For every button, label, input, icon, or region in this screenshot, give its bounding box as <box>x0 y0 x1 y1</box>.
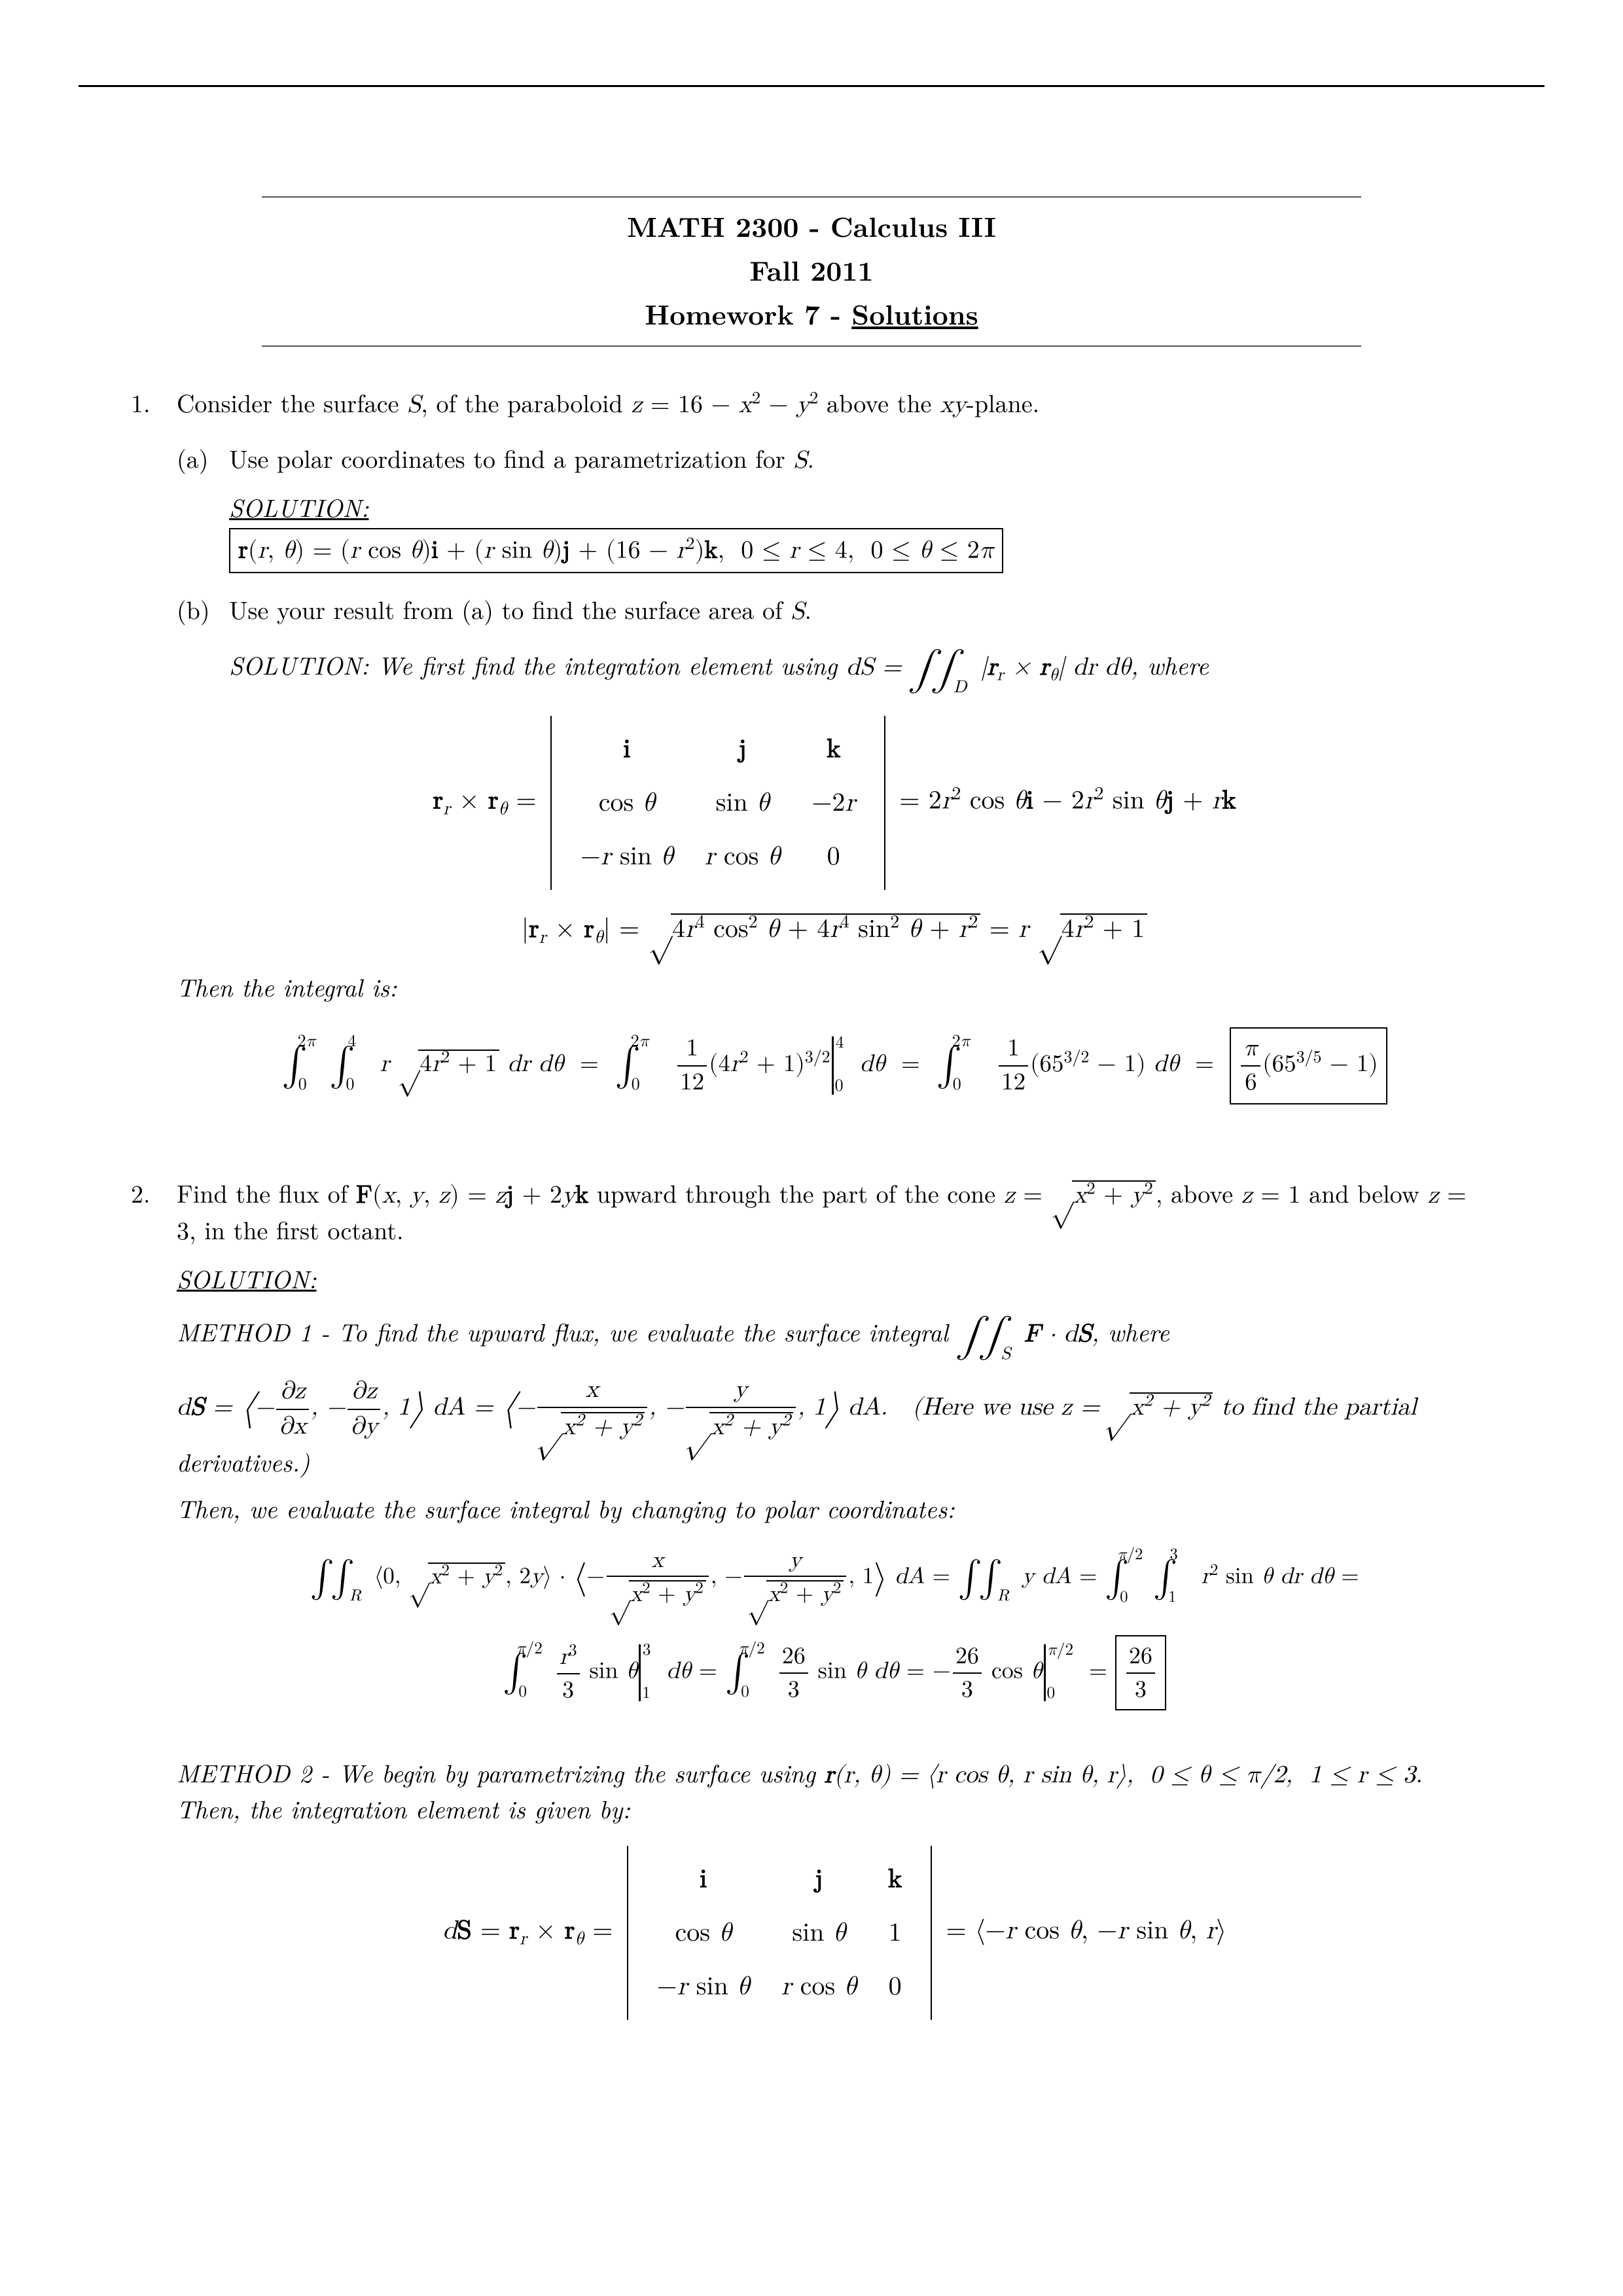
p1a-solution-label: SOLUTION: <box>229 491 1492 524</box>
p1a-prompt: Use polar coordinates to find a parametr… <box>229 442 1492 478</box>
p2-method1-dS: dS = −∂z∂x, −∂z∂y, 1 dA = −xx2 + y2, −yx… <box>177 1373 1492 1445</box>
p1b-text-b: . <box>804 592 812 627</box>
hw-solutions: Solutions <box>851 294 978 333</box>
p1-text-c: above the <box>818 385 940 420</box>
p2m1-intro-b: , where <box>1092 1314 1169 1349</box>
p1b-sol-a: SOLUTION: We first find the integration … <box>229 647 846 682</box>
p1a-label: (a) <box>177 442 229 574</box>
p1b-body: Use your result from (a) to find the sur… <box>229 593 1492 696</box>
problem-2-number: 2. <box>131 1176 177 2040</box>
problem-2: 2. Find the flux of F(x, y, z) = zj + 2y… <box>131 1176 1492 2040</box>
term: Fall 2011 <box>131 248 1492 292</box>
p2-text-c: , above <box>1156 1175 1241 1210</box>
p1b-cross-product: rr × rθ = ijk cos θsin θ−2r −r sin θr co… <box>177 716 1492 890</box>
problem-1b: (b) Use your result from (a) to find the… <box>177 593 1492 696</box>
problem-1-body: Consider the surface S, of the paraboloi… <box>177 386 1492 1124</box>
p2-method1-then: Then, we evaluate the surface integral b… <box>177 1492 1492 1525</box>
p2-text-e: , in the first octant. <box>189 1212 404 1247</box>
p1-xy: xy <box>940 393 966 417</box>
p1-paraboloid: z = 16 − x2 − y2 <box>631 393 818 417</box>
document-header: MATH 2300 - Calculus III Fall 2011 Homew… <box>131 204 1492 336</box>
problem-1-prompt: Consider the surface S, of the paraboloi… <box>177 386 1492 422</box>
p2-text-b: upward through the part of the cone <box>588 1175 1004 1210</box>
header-rule-bottom <box>262 345 1361 347</box>
p1a-body: Use polar coordinates to find a parametr… <box>229 442 1492 574</box>
course-title: MATH 2300 - Calculus III <box>131 204 1492 248</box>
p1b-then: Then the integral is: <box>177 970 1492 1004</box>
problem-1a: (a) Use polar coordinates to find a para… <box>177 442 1492 574</box>
p1-S: S <box>407 393 421 417</box>
p1b-integral: ∫02π ∫04 r 4r2 + 1 dr dθ = ∫02π 112(4r2 … <box>177 1023 1492 1104</box>
p1-xy-sym: xy <box>940 393 966 417</box>
hw-prefix: Homework 7 - <box>645 294 851 333</box>
p2m2-intro-a: METHOD 2 - We begin by parametrizing the… <box>177 1755 825 1790</box>
p1-text-b: , of the paraboloid <box>421 385 631 420</box>
p2-method1-line2: ∫0π/2 r33 sin θ13 dθ = ∫0π/2 263 sin θ d… <box>177 1631 1492 1710</box>
p2-text-d: and below <box>1300 1175 1427 1210</box>
p1b-label: (b) <box>177 593 229 696</box>
problem-2-prompt: Find the flux of F(x, y, z) = zj + 2yk u… <box>177 1176 1492 1250</box>
p1b-solution-intro: SOLUTION: We first find the integration … <box>229 643 1492 696</box>
p1b-prompt: Use your result from (a) to find the sur… <box>229 593 1492 629</box>
top-horizontal-rule <box>79 85 1544 87</box>
homework-title: Homework 7 - Solutions <box>131 292 1492 336</box>
p1a-text-b: . <box>807 440 814 476</box>
p2-method1-line1: ∫∫R ⟨0, x2 + y2, 2y⟩ · −xx2 + y2, −yx2 +… <box>177 1545 1492 1612</box>
p2-method1-answer: 263 <box>1115 1635 1166 1710</box>
header-rule-top <box>262 196 1361 198</box>
p2m2-determinant: ijk cos θsin θ1 −r sin θr cos θ0 <box>627 1846 932 2020</box>
p2m1-intro-a: METHOD 1 - To find the upward flux, we e… <box>177 1314 957 1349</box>
problem-1: 1. Consider the surface S, of the parabo… <box>131 386 1492 1124</box>
page: MATH 2300 - Calculus III Fall 2011 Homew… <box>0 0 1623 2296</box>
problem-2-body: Find the flux of F(x, y, z) = zj + 2yk u… <box>177 1176 1492 2040</box>
p2-solution-label: SOLUTION: <box>177 1262 1492 1296</box>
p2-method2-intro: METHOD 2 - We begin by parametrizing the… <box>177 1756 1492 1826</box>
p1a-answer-box: r(r, θ) = (r cos θ)i + (r sin θ)j + (16 … <box>229 528 1003 573</box>
p2-text-a: Find the flux of <box>177 1175 356 1210</box>
p1-S-sym: S <box>407 393 421 417</box>
p1-text-d: -plane. <box>966 385 1039 420</box>
p1a-text-a: Use polar coordinates to find a parametr… <box>229 440 793 476</box>
content-area: MATH 2300 - Calculus III Fall 2011 Homew… <box>131 196 1492 2040</box>
p1-text-a: Consider the surface <box>177 385 407 420</box>
p2-method1-intro: METHOD 1 - To find the upward flux, we e… <box>177 1309 1492 1363</box>
p1b-magnitude: |rr × rθ| = 4r4 cos2 θ + 4r4 sin2 θ + r2… <box>177 910 1492 951</box>
p2m2-intro-b: Then, the integration element is given b… <box>177 1791 630 1826</box>
p1b-sol-b: , where <box>1131 647 1209 682</box>
p1b-text-a: Use your result from (a) to find the sur… <box>229 592 791 627</box>
p2-method1-dS-cont: derivatives.) <box>177 1445 1492 1479</box>
problem-1-number: 1. <box>131 386 177 1124</box>
p1b-final-answer: π6(653/5 − 1) <box>1230 1027 1387 1104</box>
p1b-determinant: ijk cos θsin θ−2r −r sin θr cos θ0 <box>550 716 885 890</box>
p2-method2-det: dS = rr × rθ = ijk cos θsin θ1 −r sin θr… <box>177 1846 1492 2020</box>
